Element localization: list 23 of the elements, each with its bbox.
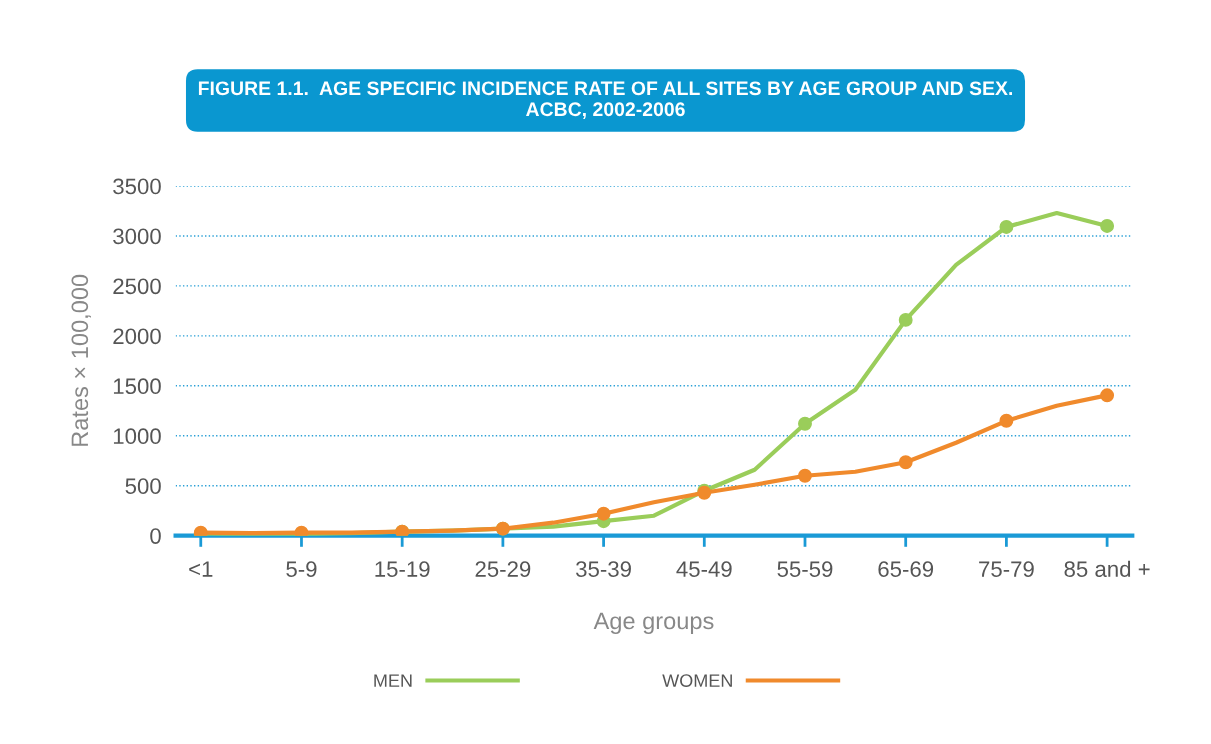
x-tick-label: 55-59 bbox=[777, 561, 833, 577]
x-tick-label: 85 and + bbox=[1064, 560, 1150, 577]
x-tick-label: <1 bbox=[189, 561, 213, 577]
y-tick-label: 3000 bbox=[113, 228, 161, 245]
x-tick-label: 45-49 bbox=[676, 561, 732, 577]
x-tick-label: 35-39 bbox=[576, 561, 631, 577]
x-tick-label: 25-29 bbox=[475, 561, 531, 577]
y-axis-title: Rates × 100,000 bbox=[71, 274, 91, 446]
x-tick-label: 65-69 bbox=[878, 561, 934, 577]
y-tick-label: 2000 bbox=[113, 328, 161, 345]
y-tick-label: 1500 bbox=[113, 378, 161, 395]
x-tick-label: 5-9 bbox=[286, 561, 317, 577]
legend-label: WOMEN bbox=[662, 674, 732, 687]
y-tick-label: 0 bbox=[150, 528, 161, 544]
y-tick-label: 2500 bbox=[113, 278, 161, 295]
x-tick-label: 15-19 bbox=[375, 561, 430, 577]
y-tick-label: 1000 bbox=[113, 428, 161, 445]
y-tick-label: 3500 bbox=[113, 178, 161, 195]
y-tick-label: 500 bbox=[125, 478, 161, 494]
chart-title: FIGURE 1.1. AGE SPECIFIC INCIDENCE RATE OF ALL SITES BY AGE GROUP AND SEX. ACBC, 2002-2006 bbox=[198, 81, 1013, 119]
x-axis-title: Age groups bbox=[593, 612, 714, 634]
x-tick-label: 75-79 bbox=[979, 561, 1034, 577]
legend-label: MEN bbox=[374, 674, 412, 687]
